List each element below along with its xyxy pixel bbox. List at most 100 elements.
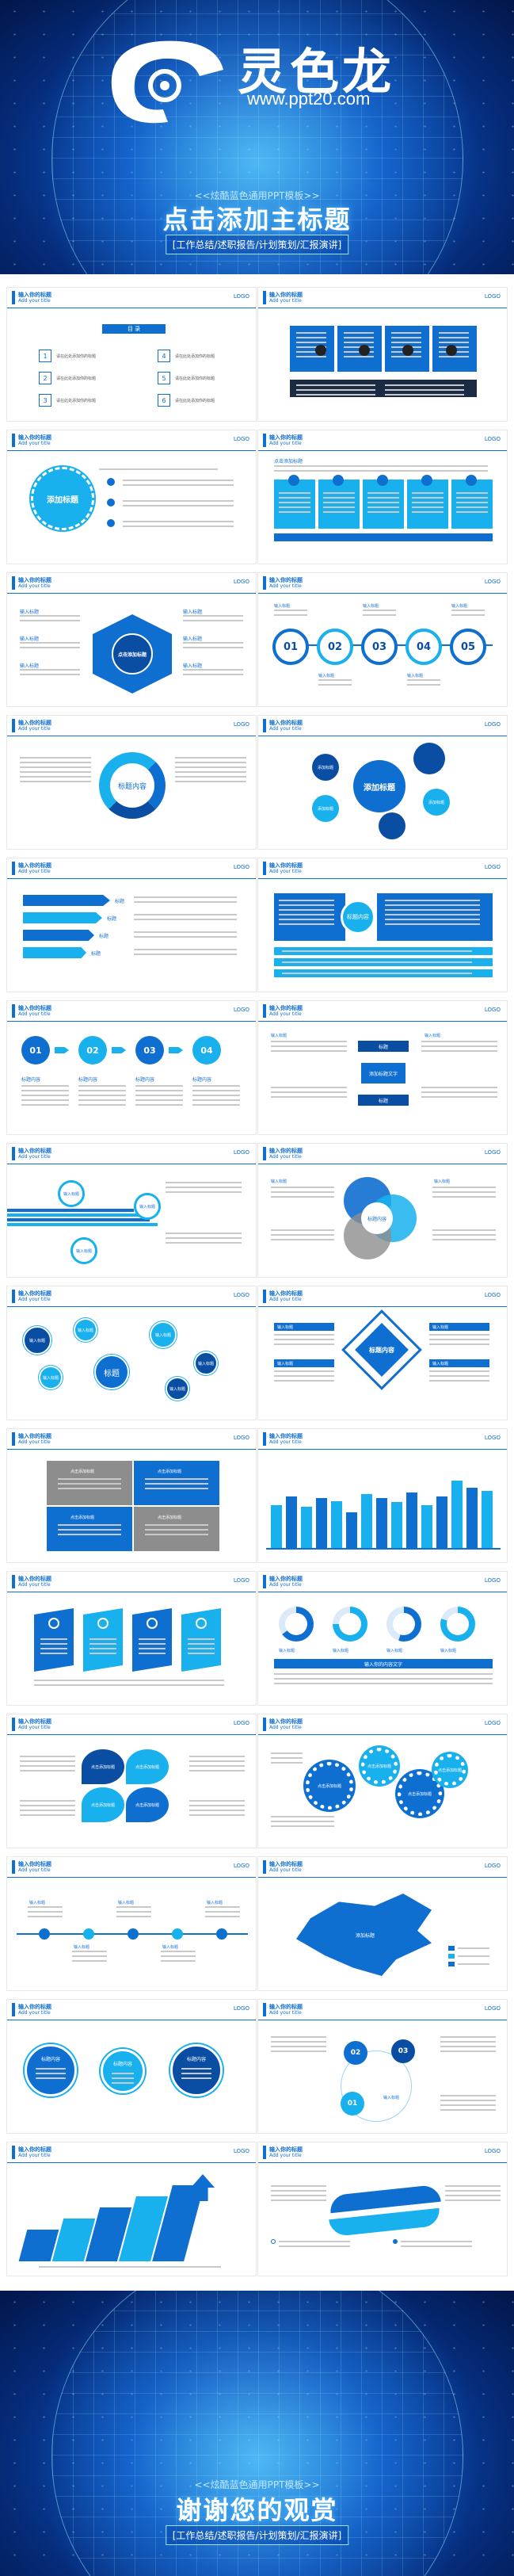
text-line — [72, 1955, 107, 1957]
text-line — [271, 1191, 334, 1193]
chameleon-logo-icon — [111, 40, 223, 124]
toc-number-box — [158, 350, 170, 362]
toc-number: 6 — [162, 396, 166, 404]
network-circle — [94, 1355, 129, 1389]
quadrant-title: 点击添加标题 — [70, 1470, 95, 1474]
gear-label: 点击添加标题 — [437, 1768, 462, 1773]
number-circle — [446, 345, 457, 356]
network-circle — [23, 1326, 51, 1355]
chart-bar — [346, 1512, 357, 1548]
text-line — [145, 1529, 208, 1531]
slide-title: 输入你的标题 — [18, 1861, 51, 1867]
slide-header: 输入你的标题 Add your title LOGO — [7, 430, 256, 451]
slide-header: 输入你的标题 Add your title LOGO — [7, 1429, 256, 1450]
text-line — [135, 1085, 183, 1087]
title-circle — [341, 900, 375, 934]
header-accent — [12, 2146, 15, 2159]
text-line — [421, 1050, 497, 1052]
slide-logo: LOGO — [484, 2148, 501, 2154]
bullet-dot — [107, 499, 115, 506]
text-line — [175, 771, 246, 773]
item-label-box — [274, 1323, 334, 1331]
bubble-circle — [70, 1237, 97, 1264]
slide-subtitle: Add your title — [18, 1582, 51, 1588]
slide-header: 输入你的标题 Add your title LOGO — [7, 1572, 256, 1592]
text-line — [89, 1643, 116, 1645]
text-line — [145, 1483, 208, 1485]
slide-subtitle: Add your title — [269, 1582, 302, 1588]
text-line — [274, 1683, 493, 1684]
text-line — [271, 1045, 347, 1047]
text-line — [39, 2266, 221, 2268]
text-line — [166, 1242, 242, 1244]
header-divider — [258, 1734, 507, 1735]
text-line — [391, 356, 421, 357]
progress-hole — [339, 1613, 361, 1635]
text-line — [440, 2050, 496, 2052]
step-title: 标题内容 — [78, 1077, 98, 1083]
add-title-circle — [31, 467, 94, 530]
slide-header: 输入你的标题 Add your title LOGO — [258, 1429, 507, 1450]
step-title: 输入标题 — [363, 604, 379, 609]
network-label: 输入标题 — [77, 1328, 93, 1333]
cover-tags: [工作总结/述职报告/计划策划/汇报演讲] — [165, 235, 349, 254]
slide-header: 输入你的标题 Add your title LOGO — [7, 1144, 256, 1164]
step-circle — [317, 629, 353, 665]
text-line — [439, 356, 469, 357]
text-line — [323, 502, 355, 503]
text-line — [271, 1825, 334, 1827]
slide-header: 输入你的标题 Add your title LOGO — [7, 716, 256, 736]
step-circle — [21, 1036, 50, 1064]
text-line — [274, 1370, 334, 1372]
process-block — [274, 480, 315, 529]
text-line — [432, 1196, 496, 1198]
text-line — [282, 961, 472, 963]
header-accent — [263, 2003, 266, 2016]
toc-item-label: 请在此处添加你的标题 — [56, 376, 97, 381]
text-line — [385, 384, 464, 386]
toc-heading-bar — [102, 324, 166, 334]
gear-icon — [434, 1754, 466, 1786]
center-bubble-label: 添加标题 — [364, 783, 395, 793]
petal-label: 点击添加标题 — [135, 1764, 159, 1770]
slide-title: 输入你的标题 — [269, 862, 303, 869]
text-line — [274, 1673, 493, 1675]
slide-logo: LOGO — [233, 1007, 249, 1013]
satellite-bubble — [379, 812, 405, 839]
slide-logo: LOGO — [484, 1720, 501, 1726]
text-line — [205, 1916, 240, 1917]
legend-swatch — [448, 1954, 455, 1959]
text-line — [421, 1087, 497, 1088]
center-label: 点击添加标题 — [117, 652, 147, 658]
chart-bar — [451, 1480, 463, 1548]
text-line — [20, 1805, 75, 1806]
text-line — [274, 1339, 334, 1340]
text-line — [189, 1810, 245, 1811]
text-line — [20, 1760, 75, 1762]
text-line — [279, 497, 310, 499]
text-line — [412, 492, 444, 494]
text-line — [271, 2185, 326, 2187]
text-line — [456, 502, 488, 503]
slide-title: 输入你的标题 — [269, 577, 303, 583]
header-divider — [258, 450, 507, 451]
slide-header: 输入你的标题 Add your title LOGO — [258, 716, 507, 736]
bubble-number: 01 — [347, 2100, 358, 2108]
header-divider — [258, 1021, 507, 1022]
step-number: 04 — [416, 640, 432, 653]
timeline-node — [83, 1928, 94, 1940]
text-line — [20, 620, 80, 621]
text-line — [274, 1334, 334, 1336]
toc-number: 5 — [162, 374, 166, 382]
process-dot — [421, 475, 432, 486]
text-line — [385, 900, 480, 901]
stripe-line — [7, 1209, 134, 1212]
text-line — [192, 1104, 240, 1106]
slide-subtitle: Add your title — [18, 1439, 51, 1445]
header-divider — [7, 1877, 256, 1878]
timeline-title: 输入标题 — [74, 1945, 90, 1950]
slide-title: 输入你的标题 — [269, 1290, 303, 1297]
text-line — [429, 1339, 489, 1340]
text-line — [72, 1951, 107, 1952]
text-line — [279, 2245, 350, 2247]
